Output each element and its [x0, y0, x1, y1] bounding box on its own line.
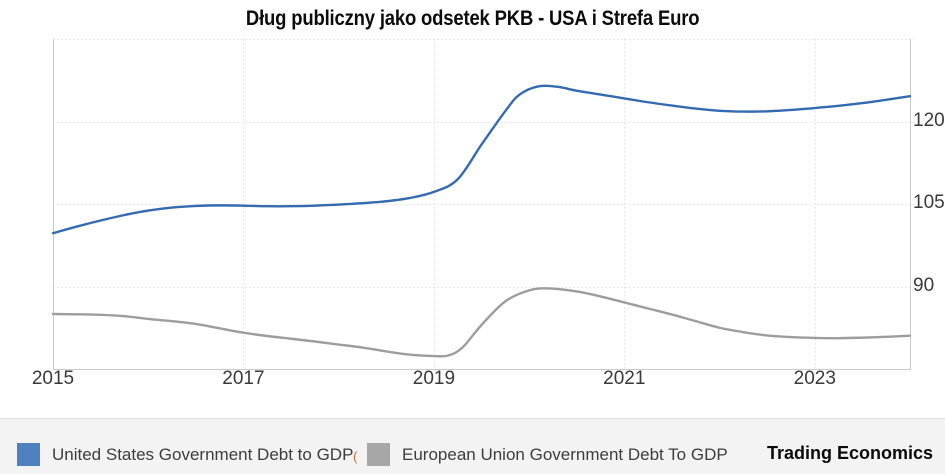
y-tick-105: 105	[913, 192, 945, 213]
attribution: Trading Economics	[766, 443, 933, 463]
x-tick-2023: 2023	[793, 368, 836, 389]
legend-suffix-us: (	[353, 449, 358, 464]
y-tick-120: 120	[913, 109, 945, 131]
chart-title-text: Dług publiczny jako odsetek PKB - USA i …	[245, 7, 700, 30]
legend-label-us[interactable]: United States Government Debt to GDP	[52, 445, 354, 464]
chart-title: Dług publiczny jako odsetek PKB - USA i …	[0, 7, 945, 31]
legend-swatch-us[interactable]	[17, 443, 40, 466]
x-tick-2019: 2019	[412, 368, 456, 389]
x-tick-2015: 2015	[31, 368, 75, 389]
series-line-european-union-government-debt-to-gdp	[51, 287, 912, 358]
legend-label-eu[interactable]: European Union Government Debt To GDP	[402, 445, 728, 464]
series-line-united-states-government-debt-to-gdp	[51, 84, 912, 235]
x-tick-2017: 2017	[222, 368, 265, 389]
legend-bar	[0, 418, 945, 474]
x-tick-2021: 2021	[603, 368, 646, 389]
legend-swatch-eu[interactable]	[367, 443, 390, 466]
y-tick-90: 90	[913, 274, 935, 296]
